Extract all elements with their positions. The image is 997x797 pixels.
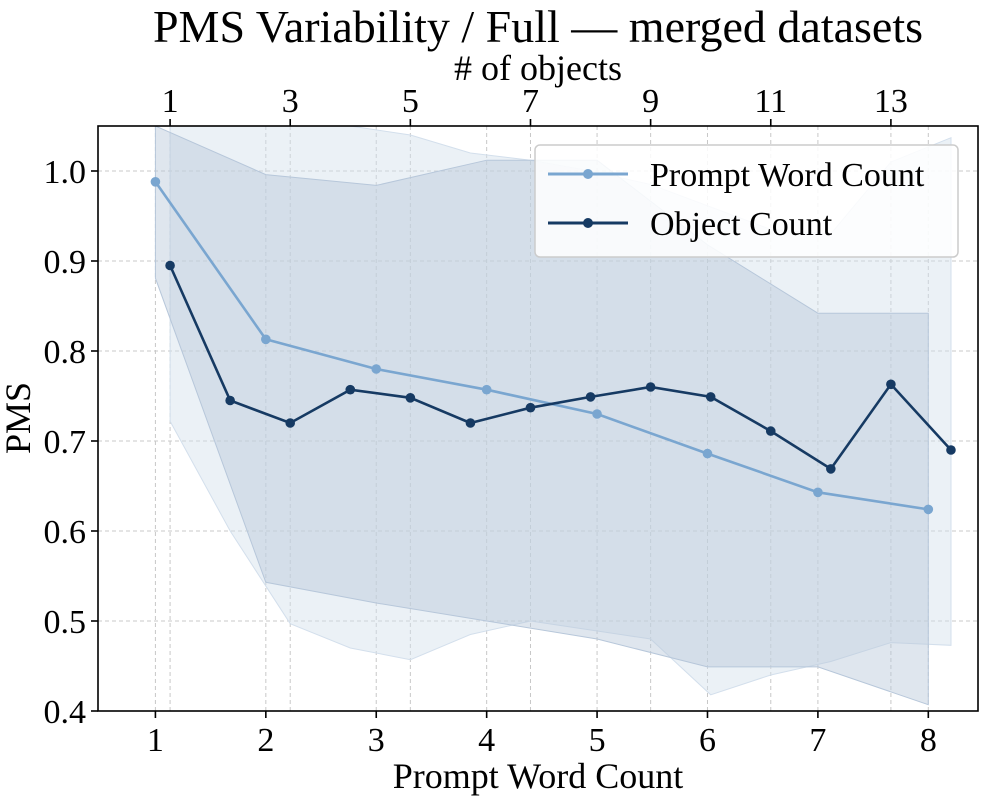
point-object-count: [285, 418, 296, 428]
band-object-count: [169, 126, 952, 696]
top-tick-label: 1: [162, 83, 179, 120]
point-prompt-word-count: [481, 384, 492, 395]
band-prompt-word-count: [154, 126, 929, 706]
x-tick-label: 8: [920, 722, 937, 759]
legend-marker-prompt-word-count: [583, 169, 593, 179]
point-object-count: [765, 426, 776, 436]
point-object-count: [645, 382, 656, 392]
y-tick-label: 0.7: [44, 424, 87, 461]
line-object-count: [168, 264, 952, 471]
top-tick-label: 13: [874, 83, 908, 120]
point-prompt-word-count: [261, 334, 271, 345]
y-axis-label: PMS: [0, 382, 38, 454]
point-object-count: [525, 402, 536, 413]
point-object-count: [405, 393, 416, 403]
point-prompt-word-count: [150, 177, 161, 187]
x-tick-label: 4: [478, 722, 495, 759]
x-tick-label: 6: [699, 722, 716, 759]
legend-label-prompt-word-count: Prompt Word Count: [650, 157, 925, 194]
point-object-count: [345, 384, 356, 395]
top-tick-label: 9: [642, 83, 659, 120]
chart-title: PMS Variability / Full — merged datasets: [153, 1, 923, 52]
x-tick-label: 7: [809, 722, 826, 759]
top-axis-label: # of objects: [454, 48, 622, 88]
legend-marker-object-count: [583, 218, 593, 228]
point-object-count: [585, 392, 596, 402]
y-tick-label: 0.9: [44, 244, 87, 281]
y-tick-label: 1.0: [44, 154, 87, 191]
point-object-count: [465, 418, 476, 428]
y-tick-label: 0.4: [44, 694, 87, 731]
point-object-count: [705, 392, 716, 402]
x-tick-label: 1: [147, 722, 164, 759]
point-prompt-word-count: [813, 487, 823, 498]
x-axis-label: Prompt Word Count: [393, 756, 683, 796]
top-tick-label: 7: [522, 83, 539, 120]
y-tick-label: 0.8: [44, 334, 87, 371]
y-tick-label: 0.5: [44, 604, 87, 641]
bottom-x-axis: 1 2 3 4 5 6 7 8: [147, 711, 937, 759]
point-prompt-word-count: [592, 409, 602, 419]
point-object-count: [165, 260, 175, 271]
y-axis: 0.4 0.5 0.6 0.7 0.8 0.9 1.0: [44, 154, 98, 731]
point-object-count: [886, 379, 896, 390]
point-prompt-word-count: [923, 504, 934, 515]
legend-box: [534, 144, 959, 258]
point-prompt-word-count: [371, 364, 382, 374]
point-object-count: [826, 464, 836, 474]
point-object-count: [225, 395, 235, 406]
top-tick-label: 11: [754, 83, 787, 120]
x-tick-label: 5: [589, 722, 606, 759]
legend: Prompt Word Count Object Count: [534, 144, 959, 258]
top-x-axis: 1 3 5 7 9 11 13: [162, 83, 908, 126]
top-tick-label: 5: [402, 83, 419, 120]
x-tick-label: 3: [368, 722, 385, 759]
plot-frame: [97, 125, 979, 712]
series-points: [150, 177, 956, 515]
legend-label-object-count: Object Count: [650, 206, 833, 243]
top-tick-label: 3: [282, 83, 299, 120]
series-lines: [154, 181, 952, 511]
y-tick-label: 0.6: [44, 514, 87, 551]
x-tick-label: 2: [257, 722, 274, 759]
point-prompt-word-count: [702, 448, 713, 459]
point-object-count: [946, 445, 956, 455]
line-prompt-word-count: [154, 181, 929, 511]
variability-bands: [154, 126, 952, 706]
